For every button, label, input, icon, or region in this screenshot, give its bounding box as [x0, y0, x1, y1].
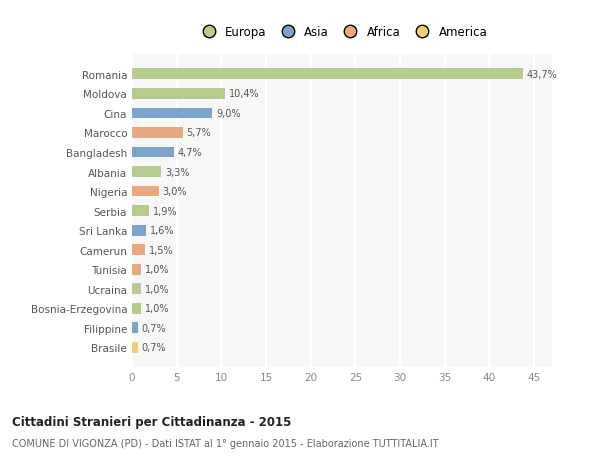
- Legend: Europa, Asia, Africa, America: Europa, Asia, Africa, America: [194, 23, 490, 41]
- Bar: [132, 108, 212, 119]
- Bar: [132, 245, 145, 256]
- Bar: [132, 323, 138, 334]
- Bar: [132, 128, 183, 139]
- Text: 1,0%: 1,0%: [145, 284, 169, 294]
- Text: 43,7%: 43,7%: [526, 70, 557, 79]
- Text: 1,9%: 1,9%: [152, 206, 177, 216]
- Bar: [132, 167, 161, 178]
- Text: 1,6%: 1,6%: [150, 226, 175, 235]
- Bar: [132, 89, 225, 100]
- Text: 3,0%: 3,0%: [163, 187, 187, 196]
- Bar: [132, 206, 149, 217]
- Text: 9,0%: 9,0%: [216, 109, 241, 118]
- Text: COMUNE DI VIGONZA (PD) - Dati ISTAT al 1° gennaio 2015 - Elaborazione TUTTITALIA: COMUNE DI VIGONZA (PD) - Dati ISTAT al 1…: [12, 438, 439, 448]
- Text: 10,4%: 10,4%: [229, 89, 259, 99]
- Text: 1,0%: 1,0%: [145, 265, 169, 274]
- Bar: [132, 147, 174, 158]
- Text: 0,7%: 0,7%: [142, 343, 166, 353]
- Text: 1,0%: 1,0%: [145, 304, 169, 313]
- Text: 1,5%: 1,5%: [149, 245, 173, 255]
- Text: Cittadini Stranieri per Cittadinanza - 2015: Cittadini Stranieri per Cittadinanza - 2…: [12, 415, 292, 428]
- Bar: [132, 303, 141, 314]
- Bar: [132, 225, 146, 236]
- Text: 3,3%: 3,3%: [165, 167, 190, 177]
- Text: 5,7%: 5,7%: [187, 128, 211, 138]
- Bar: [132, 342, 138, 353]
- Bar: [132, 264, 141, 275]
- Text: 4,7%: 4,7%: [178, 148, 202, 157]
- Bar: [132, 69, 523, 80]
- Bar: [132, 186, 159, 197]
- Bar: [132, 284, 141, 295]
- Text: 0,7%: 0,7%: [142, 323, 166, 333]
